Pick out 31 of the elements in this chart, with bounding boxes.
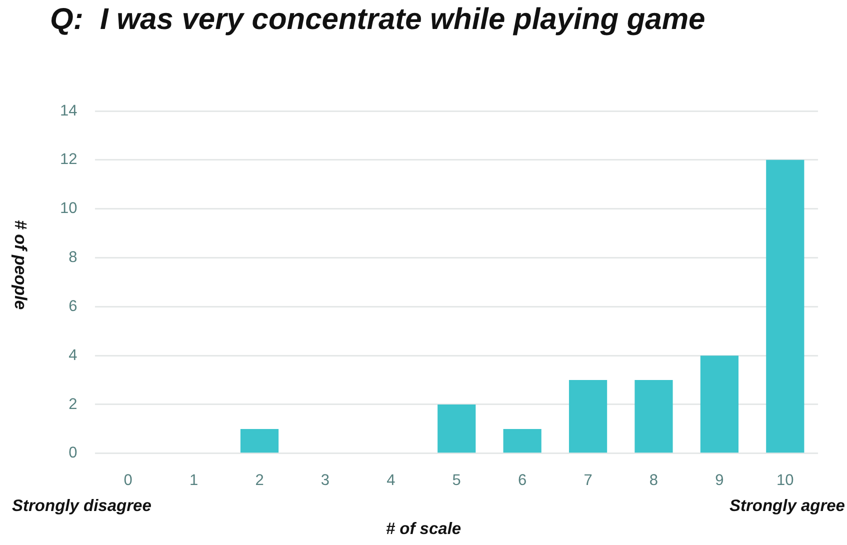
- x-tick-label: 9: [715, 472, 724, 489]
- bar: [700, 356, 738, 453]
- x-axis-title: # of scale: [384, 520, 462, 539]
- bar: [438, 404, 476, 453]
- y-tick-label: 8: [68, 249, 78, 266]
- bar: [240, 428, 279, 453]
- bar: [568, 380, 608, 453]
- x-tick-label: 10: [776, 472, 794, 489]
- y-axis-title: # of people: [10, 220, 30, 310]
- y-tick-label: 12: [60, 151, 78, 168]
- chart-title: Q: I was very concentrate while playing game: [50, 3, 706, 37]
- y-tick-label: 0: [68, 444, 78, 462]
- text: Strongly agree: [729, 497, 845, 516]
- bar: [634, 380, 673, 453]
- bar: [503, 428, 542, 453]
- text: Strongly disagree: [12, 497, 152, 516]
- x-tick-label: 6: [518, 472, 527, 489]
- x-tick-label: 8: [649, 472, 658, 489]
- y-tick-label: 2: [68, 396, 78, 413]
- y-tick-label: 14: [60, 102, 78, 120]
- y-tick-label: 10: [60, 200, 78, 218]
- x-tick-label: 7: [584, 472, 592, 489]
- x-tick-label: 4: [386, 472, 396, 489]
- x-tick-label: 5: [452, 472, 461, 489]
- y-tick-label: 6: [68, 298, 78, 315]
- x-tick-label: 2: [255, 472, 264, 489]
- x-tick-label: 1: [189, 472, 198, 489]
- y-tick-label: 4: [68, 346, 78, 364]
- x-tick-label: 0: [124, 472, 133, 489]
- bar: [766, 160, 804, 453]
- x-tick-label: 3: [320, 472, 330, 489]
